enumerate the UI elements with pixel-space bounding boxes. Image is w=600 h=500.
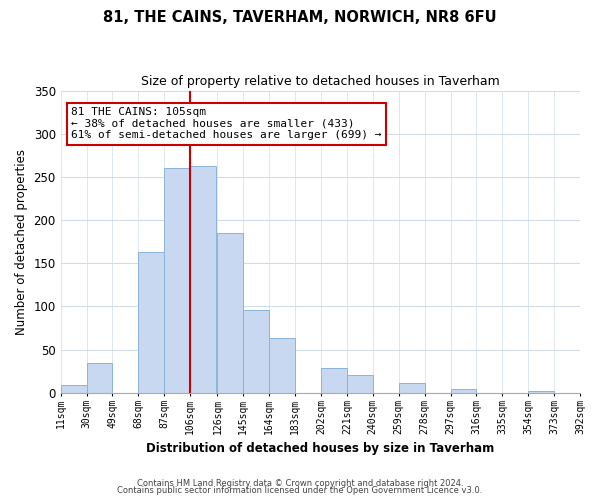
- Bar: [190, 166, 216, 393]
- Bar: [139, 252, 164, 393]
- Bar: [321, 368, 347, 393]
- X-axis label: Distribution of detached houses by size in Taverham: Distribution of detached houses by size …: [146, 442, 494, 455]
- Text: 81 THE CAINS: 105sqm
← 38% of detached houses are smaller (433)
61% of semi-deta: 81 THE CAINS: 105sqm ← 38% of detached h…: [71, 107, 382, 140]
- Text: Contains HM Land Registry data © Crown copyright and database right 2024.: Contains HM Land Registry data © Crown c…: [137, 478, 463, 488]
- Y-axis label: Number of detached properties: Number of detached properties: [15, 148, 28, 334]
- Bar: [399, 384, 425, 393]
- Bar: [86, 364, 112, 393]
- Title: Size of property relative to detached houses in Taverham: Size of property relative to detached ho…: [141, 75, 500, 88]
- Bar: [528, 391, 554, 393]
- Bar: [217, 233, 244, 393]
- Text: Contains public sector information licensed under the Open Government Licence v3: Contains public sector information licen…: [118, 486, 482, 495]
- Bar: [451, 390, 476, 393]
- Bar: [164, 168, 190, 393]
- Bar: [347, 374, 373, 393]
- Text: 81, THE CAINS, TAVERHAM, NORWICH, NR8 6FU: 81, THE CAINS, TAVERHAM, NORWICH, NR8 6F…: [103, 10, 497, 25]
- Bar: [269, 338, 295, 393]
- Bar: [61, 385, 86, 393]
- Bar: [244, 310, 269, 393]
